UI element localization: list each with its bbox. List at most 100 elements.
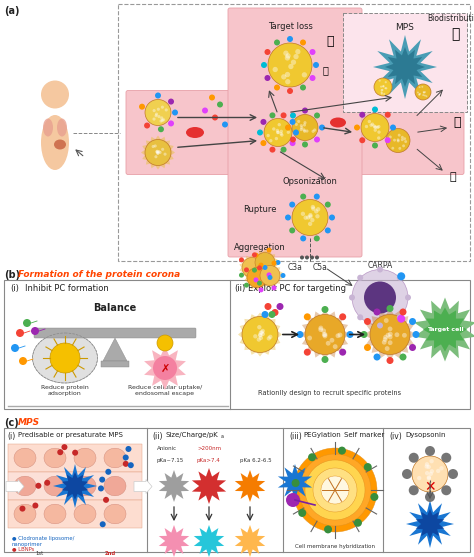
Circle shape <box>293 129 299 135</box>
Circle shape <box>300 40 306 46</box>
Circle shape <box>392 146 394 150</box>
Circle shape <box>389 135 392 139</box>
Circle shape <box>374 354 381 360</box>
Circle shape <box>158 126 164 132</box>
Circle shape <box>290 140 296 146</box>
Circle shape <box>388 335 392 339</box>
Text: ● LBNPs: ● LBNPs <box>12 546 35 551</box>
Circle shape <box>50 343 80 373</box>
Circle shape <box>264 119 292 146</box>
Circle shape <box>276 131 280 134</box>
Circle shape <box>385 112 391 118</box>
Circle shape <box>364 463 372 471</box>
Text: Reduce protein
adsorption: Reduce protein adsorption <box>41 385 89 396</box>
Text: 2nd: 2nd <box>104 551 116 556</box>
Circle shape <box>409 318 416 325</box>
Polygon shape <box>300 310 350 359</box>
Circle shape <box>123 461 129 467</box>
Circle shape <box>303 216 308 220</box>
Circle shape <box>430 469 434 473</box>
Circle shape <box>386 129 410 153</box>
Circle shape <box>415 84 431 100</box>
FancyBboxPatch shape <box>8 472 142 500</box>
Circle shape <box>168 120 174 126</box>
Circle shape <box>377 125 381 128</box>
Circle shape <box>374 78 392 96</box>
Circle shape <box>257 325 262 329</box>
Circle shape <box>164 109 168 111</box>
Text: Exploit PC for targeting: Exploit PC for targeting <box>248 284 346 293</box>
Ellipse shape <box>74 504 96 524</box>
Polygon shape <box>252 250 278 276</box>
Text: MPS: MPS <box>396 23 414 32</box>
Circle shape <box>280 132 283 135</box>
Circle shape <box>287 88 293 94</box>
Circle shape <box>441 453 451 463</box>
Circle shape <box>274 85 280 91</box>
Circle shape <box>333 344 337 349</box>
Circle shape <box>291 60 296 65</box>
Circle shape <box>364 281 396 314</box>
Text: Inhibit PC formation: Inhibit PC formation <box>25 284 109 293</box>
Circle shape <box>385 81 387 83</box>
Circle shape <box>425 471 429 475</box>
Circle shape <box>401 138 404 141</box>
Circle shape <box>162 118 165 121</box>
Circle shape <box>400 309 407 315</box>
Circle shape <box>172 110 178 115</box>
Text: MPS: MPS <box>18 418 40 427</box>
Circle shape <box>19 506 26 512</box>
Circle shape <box>336 333 340 338</box>
Circle shape <box>145 100 171 125</box>
Circle shape <box>374 125 378 129</box>
Circle shape <box>370 493 378 501</box>
Ellipse shape <box>14 504 36 524</box>
Polygon shape <box>416 509 444 539</box>
Circle shape <box>323 332 328 337</box>
Circle shape <box>266 272 272 277</box>
Polygon shape <box>103 338 127 361</box>
Circle shape <box>315 214 319 218</box>
Circle shape <box>300 194 306 199</box>
Circle shape <box>268 335 273 339</box>
Circle shape <box>417 476 421 480</box>
Circle shape <box>100 521 106 527</box>
Circle shape <box>313 129 316 131</box>
Circle shape <box>164 153 167 156</box>
Text: Balance: Balance <box>93 303 137 313</box>
Circle shape <box>281 146 287 153</box>
Circle shape <box>159 120 163 123</box>
FancyArrow shape <box>6 480 24 494</box>
Text: (i): (i) <box>7 432 15 441</box>
Text: (b): (b) <box>4 270 20 280</box>
Circle shape <box>161 148 164 151</box>
Circle shape <box>272 127 275 131</box>
Circle shape <box>300 236 306 241</box>
Circle shape <box>156 152 160 154</box>
Circle shape <box>16 329 24 337</box>
Text: pKa 6.2-6.5: pKa 6.2-6.5 <box>240 458 272 463</box>
Circle shape <box>258 287 264 292</box>
Circle shape <box>329 214 335 221</box>
Circle shape <box>339 314 346 320</box>
Circle shape <box>295 123 298 126</box>
Circle shape <box>381 92 383 95</box>
Circle shape <box>292 479 300 487</box>
Circle shape <box>157 335 173 351</box>
Circle shape <box>161 106 164 109</box>
Text: Target loss: Target loss <box>267 22 312 31</box>
Circle shape <box>272 309 279 316</box>
Circle shape <box>359 137 365 143</box>
Circle shape <box>402 144 405 147</box>
Circle shape <box>397 315 405 323</box>
Circle shape <box>377 130 381 134</box>
Circle shape <box>309 214 313 219</box>
Circle shape <box>412 331 419 338</box>
Circle shape <box>274 40 280 46</box>
Circle shape <box>281 74 286 80</box>
FancyBboxPatch shape <box>4 428 470 552</box>
Circle shape <box>441 485 451 495</box>
Text: 🫀: 🫀 <box>453 116 461 129</box>
Circle shape <box>404 140 407 143</box>
Circle shape <box>301 212 305 216</box>
